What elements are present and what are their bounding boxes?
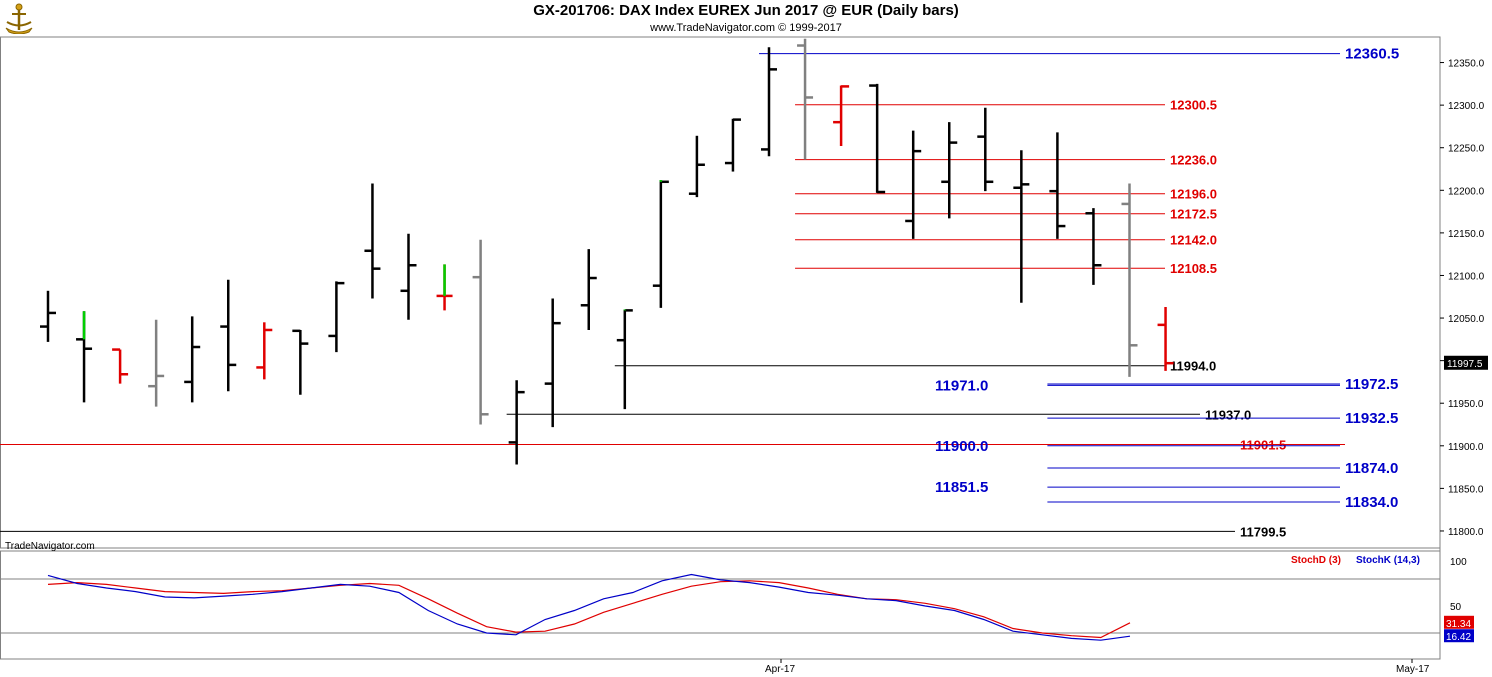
level-label: 12142.0	[1170, 233, 1217, 248]
stoch-last-box	[1444, 615, 1474, 629]
ohlc-bars	[40, 38, 1174, 465]
ohlc-bar	[364, 183, 381, 299]
stoch-line	[47, 580, 1131, 639]
date-axis: Apr-17 May-17	[765, 659, 1430, 675]
y-tick-label: 12150.0	[1448, 229, 1485, 240]
ohlc-bar	[508, 380, 525, 465]
ohlc-bar	[1049, 132, 1066, 239]
level-label: 11932.5	[1345, 410, 1398, 427]
ohlc-bar	[400, 233, 417, 320]
y-tick-label: 12250.0	[1448, 144, 1485, 155]
ohlc-bar	[977, 107, 994, 192]
level-label: 11900.0	[935, 438, 988, 455]
y-tick-label: 12100.0	[1448, 271, 1485, 282]
ohlc-bar	[616, 309, 633, 410]
ohlc-bar	[833, 85, 850, 147]
price-levels: 12360.5 12300.5 12236.0 12196.0 12172.5 12142…	[0, 46, 1399, 539]
ohlc-bar	[40, 290, 56, 342]
level-label: 12236.0	[1170, 153, 1217, 168]
stoch-tick-label: 50	[1450, 602, 1462, 613]
ohlc-bar	[797, 38, 814, 160]
x-tick-label: Apr-17	[765, 664, 795, 675]
ohlc-bar	[1085, 208, 1102, 285]
ohlc-bar	[652, 180, 669, 308]
stoch-line	[47, 573, 1131, 641]
y-tick-label: 11900.0	[1448, 442, 1484, 453]
level-label: 11937.0	[1205, 407, 1251, 422]
ohlc-bar	[941, 122, 958, 219]
last-price-label: 11997.5	[1447, 359, 1483, 370]
ohlc-bar	[256, 322, 273, 380]
level-label: 11799.5	[1240, 524, 1286, 539]
price-axis: 12350.0 12300.0 12250.0 12200.0 12150.0 12100…	[1440, 59, 1488, 538]
ohlc-bar	[724, 118, 741, 172]
level-label: 12300.5	[1170, 98, 1217, 113]
legend-stochd: StochD (3)	[1291, 555, 1341, 566]
tradenavigator-logo-icon	[2, 2, 36, 35]
y-tick-label: 11950.0	[1448, 399, 1484, 410]
ohlc-bar	[544, 298, 561, 428]
level-label: 11971.0	[935, 377, 988, 394]
y-tick-label: 12200.0	[1448, 186, 1485, 197]
stoch-panel-border	[0, 550, 1441, 660]
ohlc-bar	[328, 281, 345, 353]
ohlc-bar	[1157, 306, 1174, 371]
ohlc-bar	[472, 239, 489, 425]
level-label: 11994.0	[1170, 359, 1216, 374]
ohlc-bar	[869, 83, 886, 194]
level-label: 11901.5	[1240, 438, 1286, 453]
stoch-tick-label: 100	[1450, 557, 1467, 568]
y-tick-label: 12050.0	[1448, 314, 1485, 325]
stoch-last-label: 31.34	[1446, 619, 1471, 630]
level-label: 12196.0	[1170, 187, 1217, 202]
ohlc-bar	[1121, 183, 1138, 377]
ohlc-bar	[688, 135, 705, 198]
ohlc-bar	[148, 319, 165, 407]
level-label: 11874.0	[1345, 460, 1398, 477]
ohlc-bar	[220, 279, 237, 392]
chart-title: GX-201706: DAX Index EUREX Jun 2017 @ EU…	[533, 2, 959, 19]
ohlc-bar	[905, 130, 922, 239]
legend-stochk: StochK (14,3)	[1356, 555, 1420, 566]
ohlc-bar	[292, 329, 309, 395]
ohlc-bar	[436, 264, 453, 311]
level-label: 12172.5	[1170, 207, 1217, 222]
chart-subtitle: www.TradeNavigator.com © 1999-2017	[650, 22, 842, 34]
y-tick-label: 11850.0	[1448, 484, 1484, 495]
ohlc-bar	[76, 311, 93, 403]
stochastic-panel: 100 50 31.34 16.42	[0, 557, 1474, 643]
level-label: 12108.5	[1170, 261, 1217, 276]
ohlc-bar	[1013, 150, 1030, 303]
ohlc-bar	[580, 249, 597, 330]
y-tick-label: 11800.0	[1448, 527, 1484, 538]
y-tick-label: 12350.0	[1448, 59, 1485, 70]
ohlc-bar	[761, 47, 777, 157]
level-label: 11972.5	[1345, 376, 1398, 393]
last-price-box	[1444, 355, 1488, 370]
level-label: 11851.5	[935, 479, 988, 496]
stoch-last-label: 16.42	[1446, 632, 1471, 643]
ohlc-bar	[184, 316, 201, 403]
stoch-last-box	[1444, 629, 1474, 643]
chart-frame	[0, 36, 1441, 660]
x-tick-label: May-17	[1396, 664, 1430, 675]
ohlc-bar	[112, 348, 129, 384]
level-label: 11834.0	[1345, 494, 1398, 511]
y-tick-label: 12300.0	[1448, 101, 1485, 112]
brand-label: TradeNavigator.com	[5, 541, 95, 552]
level-label: 12360.5	[1345, 46, 1399, 63]
price-panel-border	[0, 36, 1441, 549]
